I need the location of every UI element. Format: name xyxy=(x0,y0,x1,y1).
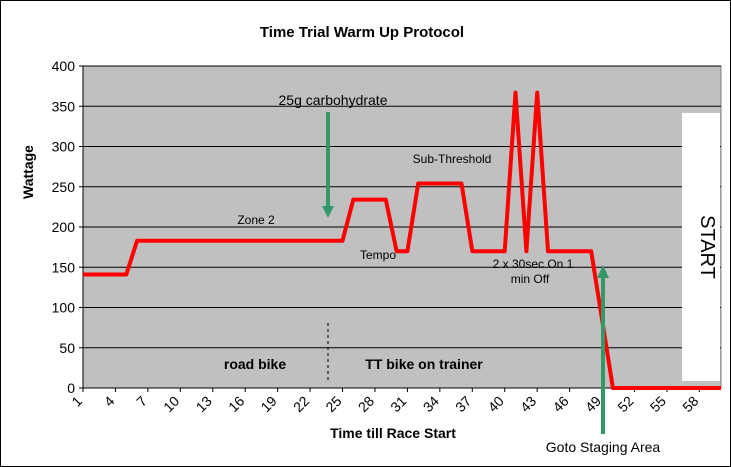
y-tick-label-200: 200 xyxy=(52,219,76,235)
annotation-subthreshold: Sub-Threshold xyxy=(413,152,492,166)
y-axis-label: Wattage xyxy=(20,145,36,199)
annotation-road-bike: road bike xyxy=(224,356,286,372)
y-tick-label-100: 100 xyxy=(52,300,76,316)
annotation-intervals-line2: min Off xyxy=(511,272,550,286)
carb-arrow-head xyxy=(322,206,334,218)
y-tick-label-350: 350 xyxy=(52,98,76,114)
y-axis-ticks: 0 50 100 150 200 250 300 350 400 xyxy=(52,58,83,396)
annotation-carb: 25g carbohydrate xyxy=(279,92,388,108)
annotation-intervals-line1: 2 x 30sec On 1 xyxy=(493,257,574,271)
x-axis-label: Time till Race Start xyxy=(330,425,456,441)
y-tick-label-400: 400 xyxy=(52,58,76,74)
y-tick-label-50: 50 xyxy=(59,340,75,356)
staging-arrow xyxy=(597,265,609,434)
y-tick-label-0: 0 xyxy=(67,380,75,396)
chart-title: Time Trial Warm Up Protocol xyxy=(260,24,464,41)
y-tick-label-250: 250 xyxy=(52,179,76,195)
y-tick-label-150: 150 xyxy=(52,259,76,275)
gridlines xyxy=(83,65,721,349)
y-tick-label-300: 300 xyxy=(52,139,76,155)
start-panel xyxy=(682,113,720,381)
series-layer xyxy=(83,90,721,390)
annotation-tempo: Tempo xyxy=(360,248,396,262)
annotation-tt-bike: TT bike on trainer xyxy=(365,356,483,372)
staging-arrow-head xyxy=(597,265,609,278)
annotation-zone2: Zone 2 xyxy=(237,213,275,227)
series-line-0 xyxy=(83,90,721,390)
carb-arrow xyxy=(322,112,334,218)
annotation-staging: Goto Staging Area xyxy=(546,439,661,455)
start-label: START xyxy=(696,215,718,279)
